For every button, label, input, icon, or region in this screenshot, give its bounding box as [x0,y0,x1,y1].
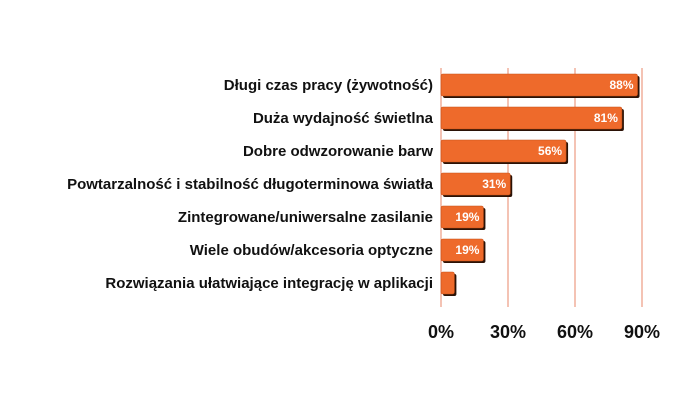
labels-layer: Długi czas pracy (żywotność) 88% Duża wyda… [67,77,634,292]
data-label: 81% [594,111,618,125]
data-label: 88% [610,78,634,92]
category-label: Wiele obudów/akcesoria optyczne [190,242,433,259]
data-label: 19% [455,210,479,224]
bars-layer [440,73,640,296]
category-label: Duża wydajność świetlna [253,110,434,127]
category-label: Długi czas pracy (żywotność) [224,77,433,94]
bar [440,73,638,97]
data-label: 31% [482,177,506,191]
data-label: 56% [538,144,562,158]
category-label: Dobre odwzorowanie barw [243,143,433,160]
category-label: Powtarzalność i stabilność długoterminow… [67,176,434,193]
bar [440,271,455,295]
bar [440,106,623,130]
x-tick-label: 0% [428,322,454,342]
x-tick-label: 90% [624,322,660,342]
ticks-layer: 0% 30% 60% 90% [428,322,660,342]
bar [440,238,484,262]
category-label: Rozwiązania ułatwiające integrację w apl… [105,275,433,292]
bar [440,139,567,163]
data-label: 19% [455,243,479,257]
bar [440,205,484,229]
category-label: Zintegrowane/uniwersalne zasilanie [178,209,433,226]
x-tick-label: 30% [490,322,526,342]
x-tick-label: 60% [557,322,593,342]
bar [440,172,511,196]
